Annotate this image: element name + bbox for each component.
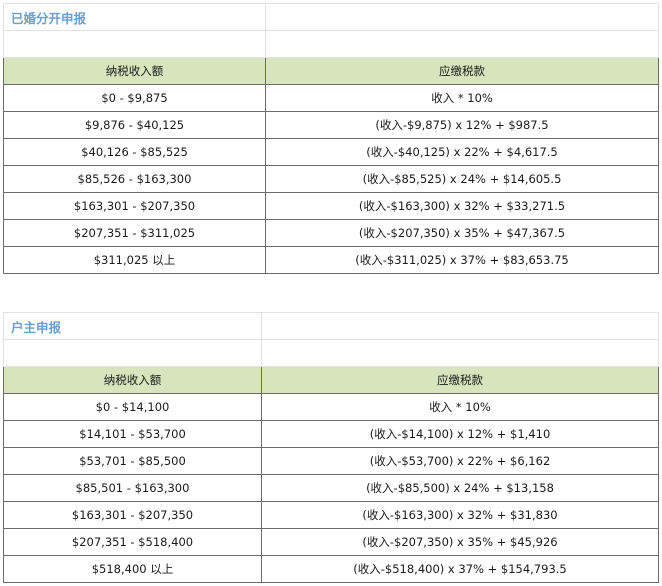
header-row: 纳税收入额 应缴税款 [3, 366, 659, 394]
table-row: $53,701 - $85,500 (收入-$53,700) x 22% + $… [3, 447, 659, 475]
income-range-cell[interactable]: $518,400 以上 [3, 555, 262, 583]
tax-formula-cell[interactable]: (收入-$85,525) x 24% + $14,605.5 [265, 165, 659, 193]
section-title-row: 已婚分开申报 [3, 3, 659, 31]
table-row: $163,301 - $207,350 (收入-$163,300) x 32% … [3, 501, 659, 529]
table-row: $311,025 以上 (收入-$311,025) x 37% + $83,65… [3, 246, 659, 274]
tax-formula-cell[interactable]: (收入-$40,125) x 22% + $4,617.5 [265, 138, 659, 166]
income-range-cell[interactable]: $0 - $9,875 [3, 84, 266, 112]
table-row: $85,526 - $163,300 (收入-$85,525) x 24% + … [3, 165, 659, 193]
table-row: $207,351 - $518,400 (收入-$207,350) x 35% … [3, 528, 659, 556]
header-taxable-income[interactable]: 纳税收入额 [3, 57, 266, 85]
section-title[interactable]: 已婚分开申报 [3, 3, 266, 31]
header-row: 纳税收入额 应缴税款 [3, 57, 659, 85]
table-row: $9,876 - $40,125 (收入-$9,875) x 12% + $98… [3, 111, 659, 139]
table-row: $518,400 以上 (收入-$518,400) x 37% + $154,7… [3, 555, 659, 583]
income-range-cell[interactable]: $163,301 - $207,350 [3, 192, 266, 220]
income-range-cell[interactable]: $163,301 - $207,350 [3, 501, 262, 529]
tax-formula-cell[interactable]: (收入-$14,100) x 12% + $1,410 [261, 420, 659, 448]
table-row: $40,126 - $85,525 (收入-$40,125) x 22% + $… [3, 138, 659, 166]
empty-cell[interactable] [261, 339, 659, 367]
income-range-cell[interactable]: $40,126 - $85,525 [3, 138, 266, 166]
empty-cell[interactable] [3, 339, 262, 367]
spacer-row [3, 30, 659, 58]
tax-formula-cell[interactable]: (收入-$163,300) x 32% + $33,271.5 [265, 192, 659, 220]
spacer-row [3, 339, 659, 367]
table-row: $14,101 - $53,700 (收入-$14,100) x 12% + $… [3, 420, 659, 448]
empty-cell[interactable] [261, 312, 659, 340]
table-row: $85,501 - $163,300 (收入-$85,500) x 24% + … [3, 474, 659, 502]
tax-formula-cell[interactable]: (收入-$518,400) x 37% + $154,793.5 [261, 555, 659, 583]
section-title-row: 户主申报 [3, 312, 659, 340]
empty-cell[interactable] [3, 30, 266, 58]
income-range-cell[interactable]: $0 - $14,100 [3, 393, 262, 421]
tax-formula-cell[interactable]: (收入-$85,500) x 24% + $13,158 [261, 474, 659, 502]
empty-cell[interactable] [265, 3, 659, 31]
income-range-cell[interactable]: $9,876 - $40,125 [3, 111, 266, 139]
table-row: $0 - $14,100 收入 * 10% [3, 393, 659, 421]
tax-formula-cell[interactable]: 收入 * 10% [265, 84, 659, 112]
tax-formula-cell[interactable]: (收入-$311,025) x 37% + $83,653.75 [265, 246, 659, 274]
table-row: $163,301 - $207,350 (收入-$163,300) x 32% … [3, 192, 659, 220]
income-range-cell[interactable]: $311,025 以上 [3, 246, 266, 274]
table-row: $207,351 - $311,025 (收入-$207,350) x 35% … [3, 219, 659, 247]
header-taxable-income[interactable]: 纳税收入额 [3, 366, 262, 394]
head-of-household-table: 户主申报 纳税收入额 应缴税款 $0 - $14,100 收入 * 10% $1… [3, 312, 659, 583]
income-range-cell[interactable]: $85,526 - $163,300 [3, 165, 266, 193]
tax-formula-cell[interactable]: (收入-$207,350) x 35% + $47,367.5 [265, 219, 659, 247]
tax-formula-cell[interactable]: (收入-$207,350) x 35% + $45,926 [261, 528, 659, 556]
income-range-cell[interactable]: $85,501 - $163,300 [3, 474, 262, 502]
table-row: $0 - $9,875 收入 * 10% [3, 84, 659, 112]
tax-formula-cell[interactable]: (收入-$163,300) x 32% + $31,830 [261, 501, 659, 529]
header-tax-due[interactable]: 应缴税款 [261, 366, 659, 394]
tax-formula-cell[interactable]: (收入-$9,875) x 12% + $987.5 [265, 111, 659, 139]
married-filing-separately-table: 已婚分开申报 纳税收入额 应缴税款 $0 - $9,875 收入 * 10% $… [3, 3, 659, 274]
income-range-cell[interactable]: $207,351 - $311,025 [3, 219, 266, 247]
header-tax-due[interactable]: 应缴税款 [265, 57, 659, 85]
income-range-cell[interactable]: $207,351 - $518,400 [3, 528, 262, 556]
income-range-cell[interactable]: $14,101 - $53,700 [3, 420, 262, 448]
section-title[interactable]: 户主申报 [3, 312, 262, 340]
tax-formula-cell[interactable]: (收入-$53,700) x 22% + $6,162 [261, 447, 659, 475]
tax-formula-cell[interactable]: 收入 * 10% [261, 393, 659, 421]
empty-cell[interactable] [265, 30, 659, 58]
income-range-cell[interactable]: $53,701 - $85,500 [3, 447, 262, 475]
